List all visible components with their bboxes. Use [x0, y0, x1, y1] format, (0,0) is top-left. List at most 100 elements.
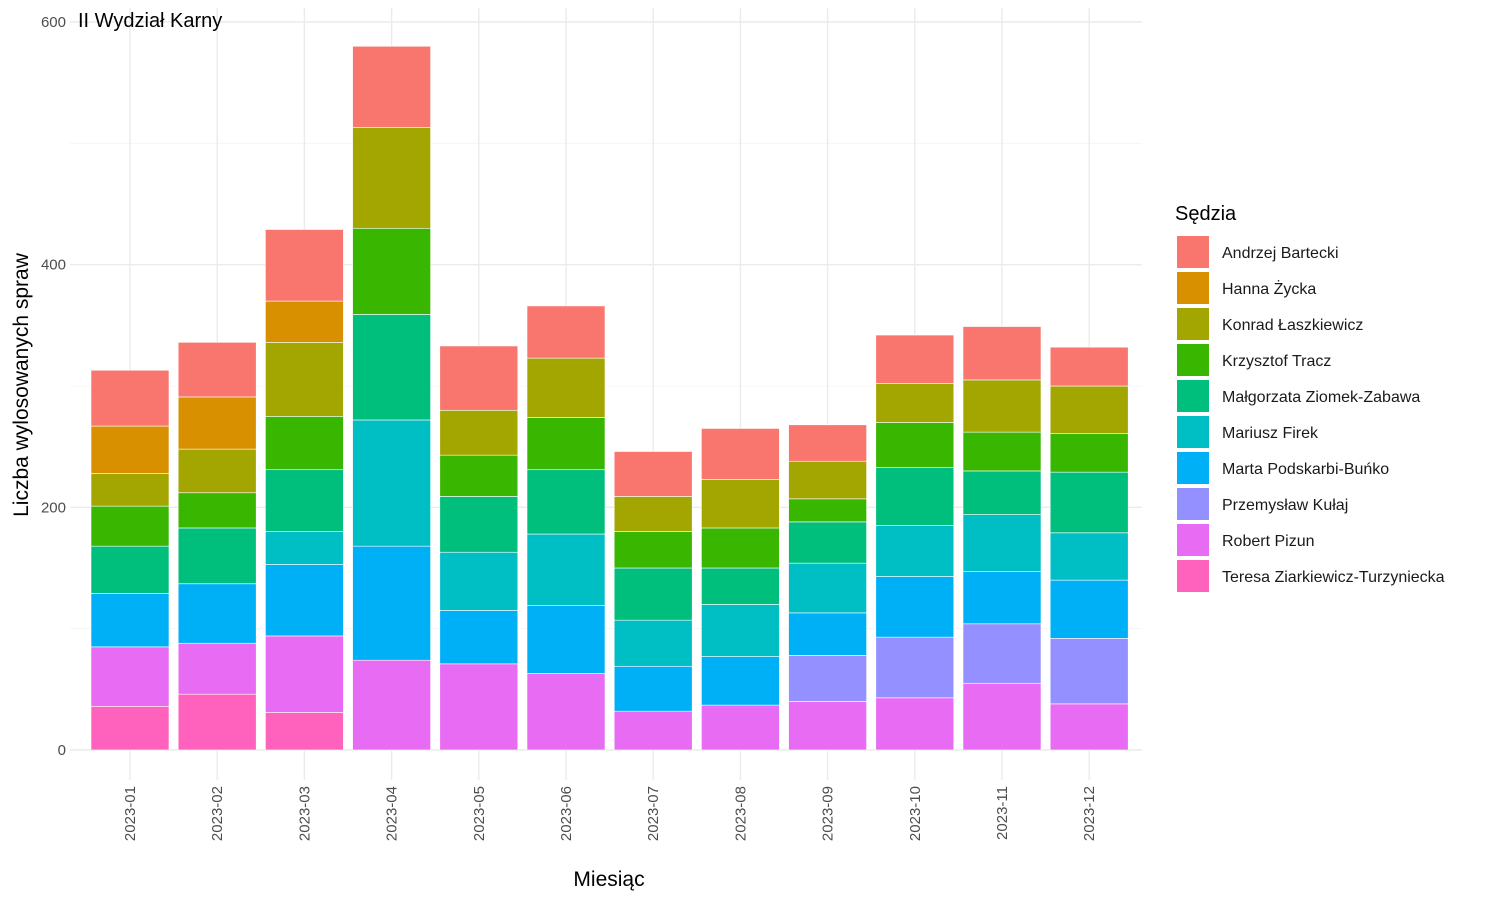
bar-segment — [90, 505, 170, 547]
legend-swatch — [1177, 524, 1209, 556]
bar-stack-2023-07 — [613, 451, 693, 751]
legend-item: Robert Pizun — [1177, 524, 1315, 556]
bar-stack-2023-10 — [875, 334, 955, 751]
bar-segment — [439, 345, 519, 411]
bar-segment — [265, 531, 344, 565]
bar-segment — [265, 635, 344, 713]
bar-segment — [788, 612, 867, 656]
bar-segment — [613, 665, 693, 712]
x-tick-label: 2023-03 — [296, 786, 313, 841]
legend-label: Teresa Ziarkiewicz-Turzyniecka — [1222, 569, 1445, 586]
bar-segment — [90, 369, 170, 427]
bar-segment — [613, 619, 693, 667]
legend-swatch — [1177, 272, 1209, 304]
legend-label: Małgorzata Ziomek-Zabawa — [1222, 389, 1420, 406]
bar-segment — [1049, 346, 1129, 387]
legend-swatch — [1177, 452, 1209, 484]
bar-stack-2023-12 — [1049, 346, 1129, 751]
bar-segment — [613, 496, 693, 532]
bar-segment — [701, 428, 780, 480]
bar-segment — [439, 454, 519, 497]
legend-item: Małgorzata Ziomek-Zabawa — [1177, 380, 1420, 412]
bar-segment — [962, 682, 1042, 751]
legend-item: Konrad Łaszkiewicz — [1177, 308, 1363, 340]
bar-segment — [613, 567, 693, 621]
legend-swatch — [1177, 380, 1209, 412]
legend-item: Andrzej Bartecki — [1177, 236, 1339, 268]
bar-segment — [875, 697, 955, 751]
bar-segment — [526, 673, 606, 751]
x-tick-label: 2023-08 — [732, 786, 749, 841]
legend-swatch — [1177, 236, 1209, 268]
bar-segment — [352, 545, 431, 661]
bar-segment — [177, 642, 257, 695]
x-tick-label: 2023-01 — [122, 786, 139, 841]
legend-swatch — [1177, 308, 1209, 340]
bar-segment — [613, 710, 693, 751]
bar-segment — [177, 396, 257, 450]
x-tick-label: 2023-07 — [645, 786, 662, 841]
bar-segment — [1049, 579, 1129, 639]
x-tick-label: 2023-04 — [384, 786, 401, 841]
bar-segment — [1049, 385, 1129, 434]
bar-segment — [90, 706, 170, 751]
bar-segment — [1049, 433, 1129, 473]
bar-segment — [875, 334, 955, 384]
bar-segment — [526, 357, 606, 418]
bar-segment — [788, 701, 867, 751]
bar-stack-2023-02 — [177, 342, 257, 751]
bar-segment — [875, 466, 955, 526]
bar-segment — [526, 605, 606, 674]
legend-item: Krzysztof Tracz — [1177, 344, 1331, 376]
bar-segment — [788, 562, 867, 614]
bar-segment — [526, 417, 606, 471]
bar-segment — [875, 525, 955, 577]
bar-segment — [1049, 638, 1129, 705]
bar-segment — [352, 227, 431, 315]
bar-stack-2023-04 — [352, 45, 431, 751]
bar-segment — [875, 383, 955, 423]
bar-segment — [352, 659, 431, 751]
legend-label: Przemysław Kułaj — [1222, 497, 1348, 514]
bar-segment — [788, 460, 867, 500]
bar-segment — [701, 704, 780, 751]
x-tick-label: 2023-09 — [820, 786, 837, 841]
legend-label: Krzysztof Tracz — [1222, 353, 1331, 370]
bar-segment — [788, 498, 867, 523]
bar-segment — [875, 576, 955, 638]
bar-segment — [265, 469, 344, 532]
bar-segment — [1049, 471, 1129, 534]
bar-segment — [265, 416, 344, 471]
bar-segment — [788, 424, 867, 462]
bar-stack-2023-06 — [526, 305, 606, 751]
bar-segment — [875, 636, 955, 699]
legend-swatch — [1177, 560, 1209, 592]
bar-segment — [701, 479, 780, 529]
bar-segment — [439, 610, 519, 665]
bar-segment — [962, 431, 1042, 472]
bar-segment — [1049, 532, 1129, 581]
bar-segment — [439, 409, 519, 456]
bar-segment — [265, 229, 344, 302]
y-tick-label: 200 — [41, 499, 66, 516]
x-tick-label: 2023-02 — [209, 786, 226, 841]
bar-segment — [1049, 703, 1129, 751]
chart-title: II Wydział Karny — [78, 10, 222, 32]
bar-segment — [613, 531, 693, 569]
x-tick-label: 2023-10 — [907, 786, 924, 841]
bar-stack-2023-11 — [962, 326, 1042, 751]
legend-label: Robert Pizun — [1222, 533, 1315, 550]
bar-segment — [439, 663, 519, 751]
bar-segment — [962, 379, 1042, 433]
bar-segment — [177, 492, 257, 529]
x-tick-label: 2023-05 — [471, 786, 488, 841]
bar-segment — [265, 564, 344, 637]
bar-segment — [177, 693, 257, 751]
bar-segment — [962, 514, 1042, 572]
bar-segment — [962, 571, 1042, 625]
bar-segment — [265, 712, 344, 751]
x-tick-label: 2023-12 — [1081, 786, 1098, 841]
bar-segment — [613, 451, 693, 497]
bar-stack-2023-05 — [439, 345, 519, 751]
bar-stacks — [90, 45, 1129, 751]
